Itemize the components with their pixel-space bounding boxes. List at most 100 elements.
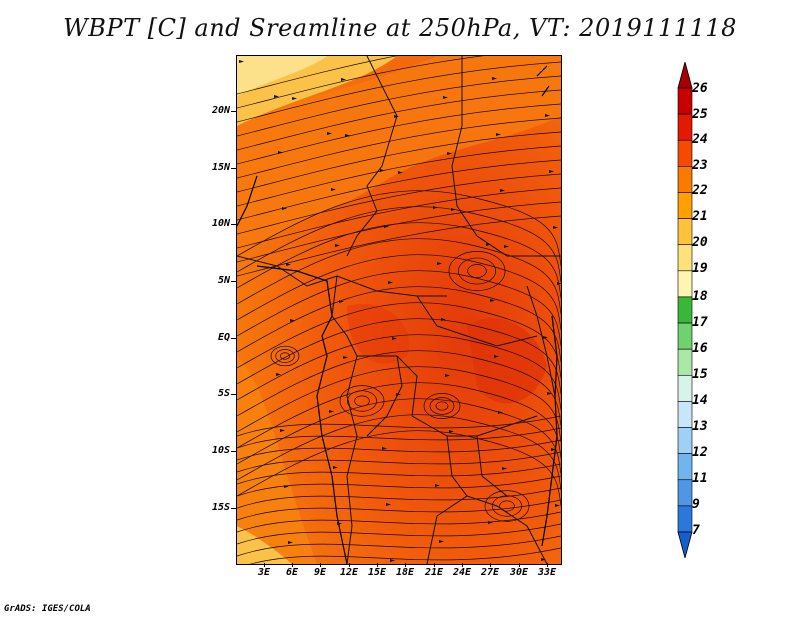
lon-tick	[320, 563, 321, 567]
streamline	[237, 173, 561, 235]
map-title: WBPT [C] and Sreamline at 250hPa, VT: 20…	[63, 14, 737, 42]
vortex-ring	[279, 352, 291, 360]
lon-tick	[547, 563, 548, 567]
flow-arrow	[333, 466, 338, 469]
colorbar-label: 17	[692, 315, 708, 330]
streamline	[237, 427, 561, 449]
colorbar-label: 19	[692, 261, 708, 276]
vortex-ring	[467, 264, 487, 278]
streamline	[237, 511, 561, 533]
colorbar-label: 25	[692, 107, 708, 122]
vortex-ring	[484, 490, 530, 522]
streamline	[237, 159, 561, 221]
cool-region-sw	[237, 526, 292, 564]
streamline	[237, 117, 561, 179]
streamline	[237, 56, 398, 95]
credit-text: GrADS: IGES/COLA	[4, 604, 91, 614]
streamline	[237, 56, 484, 109]
colorbar-label: 7	[692, 523, 700, 538]
lat-tick	[231, 111, 236, 112]
lon-label: 15E	[367, 567, 387, 578]
flow-arrow	[547, 392, 552, 395]
flow-arrow	[443, 96, 448, 99]
flow-arrow	[276, 373, 281, 376]
colorbar-cell	[677, 139, 693, 167]
country-borders	[237, 56, 561, 564]
flow-arrow	[557, 282, 561, 285]
lon-label: 33E	[537, 567, 557, 578]
lat-label: 5N	[217, 275, 230, 286]
lon-tick	[490, 563, 491, 567]
streamline	[237, 430, 561, 507]
colorbar-cell	[677, 401, 693, 428]
flow-arrow	[502, 467, 507, 470]
vortex-ring	[346, 390, 378, 412]
streamline	[237, 222, 561, 299]
lon-label: 6E	[285, 567, 299, 578]
flow-arrow	[292, 97, 297, 100]
flow-arrow	[280, 429, 285, 432]
flow-arrow	[496, 133, 501, 136]
vortex-ring	[339, 385, 385, 417]
colorbar-cell	[677, 374, 693, 402]
colorbar-cell	[677, 348, 693, 376]
flow-arrow	[290, 319, 295, 322]
streamline	[237, 415, 561, 437]
vortex-ring	[448, 251, 506, 291]
lon-tick	[264, 563, 265, 567]
flow-arrow	[549, 170, 554, 173]
colorbar-cell	[677, 479, 693, 507]
lat-label: EQ	[217, 332, 230, 343]
flow-arrow	[327, 132, 332, 135]
streamline	[237, 499, 561, 521]
flow-arrow	[555, 504, 560, 507]
colorbar-label: 18	[692, 289, 708, 304]
vortex-ring	[354, 395, 370, 407]
streamline	[237, 535, 561, 557]
flow-arrow	[284, 485, 289, 488]
colorbar-cell	[677, 427, 693, 454]
vortex-ring	[423, 393, 461, 419]
warm-band-north	[237, 56, 561, 256]
flow-arrow	[339, 300, 344, 303]
lat-tick	[231, 168, 236, 169]
flow-arrow	[390, 559, 395, 562]
colorbar-min-triangle	[677, 531, 693, 558]
hot-region-central	[347, 304, 409, 364]
colorbar-label: 15	[692, 367, 708, 382]
lat-label: 10S	[211, 445, 230, 456]
lon-tick	[519, 563, 520, 567]
colorbar-label: 12	[692, 445, 708, 460]
flow-arrow	[551, 448, 556, 451]
wbpt-map	[237, 56, 561, 564]
colorbar-label: 9	[692, 497, 700, 512]
lat-tick	[231, 338, 236, 339]
flow-arrow	[441, 318, 446, 321]
warm-region-sw	[237, 356, 317, 564]
lat-tick	[231, 508, 236, 509]
lon-label: 24E	[452, 567, 472, 578]
streamline	[237, 382, 561, 459]
flow-arrow	[447, 152, 452, 155]
flow-arrow	[392, 337, 397, 340]
hot-region-east	[467, 318, 547, 404]
streamline	[237, 145, 561, 207]
colorbar-cell	[677, 166, 693, 193]
lat-label: 10N	[211, 218, 230, 229]
streamlines	[237, 56, 561, 564]
lon-label: 30E	[509, 567, 529, 578]
flow-arrow	[439, 540, 444, 543]
colorbar-label: 24	[692, 132, 708, 147]
streamline	[249, 547, 561, 564]
flow-arrow	[384, 225, 389, 228]
flow-arrow	[449, 430, 454, 433]
flow-arrow	[488, 521, 493, 524]
streamline	[237, 487, 561, 509]
vortex-ring	[270, 345, 300, 367]
vortex-ring	[499, 500, 515, 512]
flow-arrow	[341, 78, 346, 81]
colorbar-label: 23	[692, 158, 708, 173]
streamline	[237, 190, 561, 267]
streamline	[237, 75, 561, 137]
lon-label: 3E	[257, 567, 271, 578]
